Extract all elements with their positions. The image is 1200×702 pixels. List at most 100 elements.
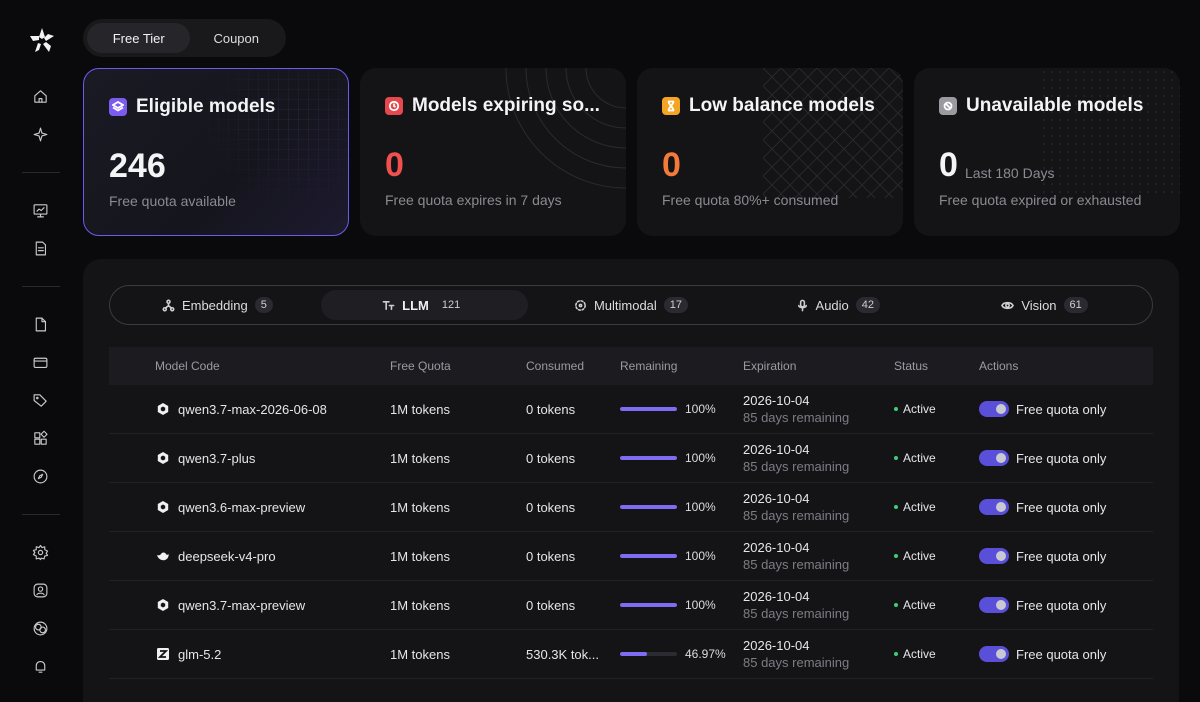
- card-title-text: Low balance models: [689, 95, 875, 116]
- header-status[interactable]: Status: [894, 359, 929, 373]
- remaining-progress-bar: [620, 505, 677, 509]
- tab-llm[interactable]: LLM 121: [320, 290, 528, 320]
- model-cell: qwen3.7-max-2026-06-08: [109, 402, 390, 417]
- card-expiring-models[interactable]: Models expiring so... 0 Free quota expir…: [360, 68, 626, 236]
- remaining-percent: 100%: [685, 549, 716, 563]
- header-remaining[interactable]: Remaining: [620, 359, 678, 373]
- text-icon: [382, 300, 395, 310]
- multimodal-icon: [575, 299, 586, 311]
- consumed: 0 tokens: [526, 597, 576, 613]
- consumed: 530.3K tok...: [526, 646, 599, 662]
- days-remaining: 85 days remaining: [743, 557, 850, 572]
- free-quota-only-toggle[interactable]: [979, 401, 1009, 417]
- models-panel: Embedding 5 LLM 121 Multimodal 17 Audio …: [83, 259, 1179, 702]
- table-row[interactable]: qwen3.6-max-preview 1M tokens 0 tokens 1…: [109, 483, 1153, 532]
- model-code[interactable]: qwen3.6-max-preview: [178, 499, 306, 515]
- free-quota: 1M tokens: [390, 499, 450, 515]
- remaining-percent: 100%: [685, 598, 716, 612]
- tag-icon[interactable]: [28, 388, 52, 412]
- status-badge: Active: [903, 402, 936, 416]
- tab-coupon[interactable]: Coupon: [213, 30, 259, 46]
- toggle-knob: [996, 649, 1006, 659]
- table-row[interactable]: qwen3.7-max-preview 1M tokens 0 tokens 1…: [109, 581, 1153, 630]
- toggle-label: Free quota only: [1016, 499, 1107, 515]
- model-code[interactable]: deepseek-v4-pro: [178, 548, 276, 564]
- tab-free-tier[interactable]: Free Tier: [87, 23, 191, 53]
- tab-vision[interactable]: Vision 61: [941, 290, 1148, 320]
- free-quota-only-toggle[interactable]: [979, 450, 1009, 466]
- remaining-cell: 100%: [620, 500, 743, 514]
- diamond-pattern-decoration: [763, 68, 903, 198]
- model-cell: glm-5.2: [109, 647, 390, 662]
- model-code[interactable]: qwen3.7-plus: [178, 450, 256, 466]
- model-cell: qwen3.7-max-preview: [109, 598, 390, 613]
- sidebar: [0, 0, 80, 702]
- status-dot-icon: [894, 456, 898, 460]
- table-row[interactable]: qwen3.7-plus 1M tokens 0 tokens 100% 202…: [109, 434, 1153, 483]
- status-dot-icon: [894, 652, 898, 656]
- card-title-text: Unavailable models: [966, 95, 1144, 116]
- free-quota-only-toggle[interactable]: [979, 597, 1009, 613]
- home-icon[interactable]: [28, 84, 52, 108]
- status-dot-icon: [894, 407, 898, 411]
- credit-card-icon[interactable]: [28, 350, 52, 374]
- status-dot-icon: [894, 603, 898, 607]
- sparkle-icon[interactable]: [28, 122, 52, 146]
- header-free-quota[interactable]: Free Quota: [390, 359, 451, 373]
- status-cell: Active: [894, 598, 979, 612]
- grid-pattern-decoration: [208, 69, 348, 199]
- tab-multimodal[interactable]: Multimodal 17: [528, 290, 735, 320]
- clock-icon: [385, 97, 403, 115]
- qwen-icon: [155, 451, 170, 466]
- qwen-icon: [155, 598, 170, 613]
- expiration-cell: 2026-10-04 85 days remaining: [743, 441, 894, 475]
- compass-icon[interactable]: [28, 464, 52, 488]
- free-quota-only-toggle[interactable]: [979, 499, 1009, 515]
- free-quota-only-toggle[interactable]: [979, 646, 1009, 662]
- table-row[interactable]: glm-5.2 1M tokens 530.3K tok... 46.97% 2…: [109, 630, 1153, 679]
- status-badge: Active: [903, 647, 936, 661]
- blocks-icon[interactable]: [28, 426, 52, 450]
- header-model-code[interactable]: Model Code: [155, 359, 220, 373]
- card-title-text: Models expiring so...: [412, 95, 600, 116]
- card-unavailable-models[interactable]: Unavailable models 0 Last 180 Days Free …: [914, 68, 1180, 236]
- eye-icon: [1001, 301, 1015, 309]
- free-quota-only-toggle[interactable]: [979, 548, 1009, 564]
- model-code[interactable]: qwen3.7-max-preview: [178, 597, 306, 613]
- user-icon[interactable]: [28, 578, 52, 602]
- document-icon[interactable]: [28, 236, 52, 260]
- toggle-knob: [996, 453, 1006, 463]
- card-eligible-models[interactable]: Eligible models 246 Free quota available: [83, 68, 349, 236]
- card-low-balance-models[interactable]: Low balance models 0 Free quota 80%+ con…: [637, 68, 903, 236]
- model-cell: deepseek-v4-pro: [109, 549, 390, 564]
- toggle-knob: [996, 600, 1006, 610]
- actions-cell: Free quota only: [979, 597, 1153, 613]
- free-quota: 1M tokens: [390, 548, 450, 564]
- status-cell: Active: [894, 402, 979, 416]
- card-title: Eligible models: [109, 96, 275, 118]
- aperture-icon[interactable]: [28, 616, 52, 640]
- tab-embedding[interactable]: Embedding 5: [114, 290, 321, 320]
- header-consumed[interactable]: Consumed: [526, 359, 585, 373]
- table-row[interactable]: deepseek-v4-pro 1M tokens 0 tokens 100% …: [109, 532, 1153, 581]
- monitor-icon[interactable]: [28, 198, 52, 222]
- gear-icon[interactable]: [28, 540, 52, 564]
- table-row[interactable]: qwen3.7-max-2026-06-08 1M tokens 0 token…: [109, 385, 1153, 434]
- status-badge: Active: [903, 598, 936, 612]
- tab-audio[interactable]: Audio 42: [734, 290, 941, 320]
- card-value: 0: [939, 146, 958, 184]
- remaining-cell: 100%: [620, 549, 743, 563]
- remaining-cell: 100%: [620, 402, 743, 416]
- remaining-progress-fill: [620, 407, 677, 411]
- model-code[interactable]: glm-5.2: [178, 646, 222, 662]
- qwen-icon: [155, 500, 170, 515]
- tab-label: Multimodal: [593, 297, 657, 313]
- qwen-icon: [155, 402, 170, 417]
- file-icon[interactable]: [28, 312, 52, 336]
- consumed: 0 tokens: [526, 548, 576, 564]
- header-expiration[interactable]: Expiration: [743, 358, 797, 373]
- model-code[interactable]: qwen3.7-max-2026-06-08: [178, 401, 327, 417]
- status-cell: Active: [894, 549, 979, 563]
- bell-icon[interactable]: [28, 654, 52, 678]
- logo-icon[interactable]: [28, 26, 56, 54]
